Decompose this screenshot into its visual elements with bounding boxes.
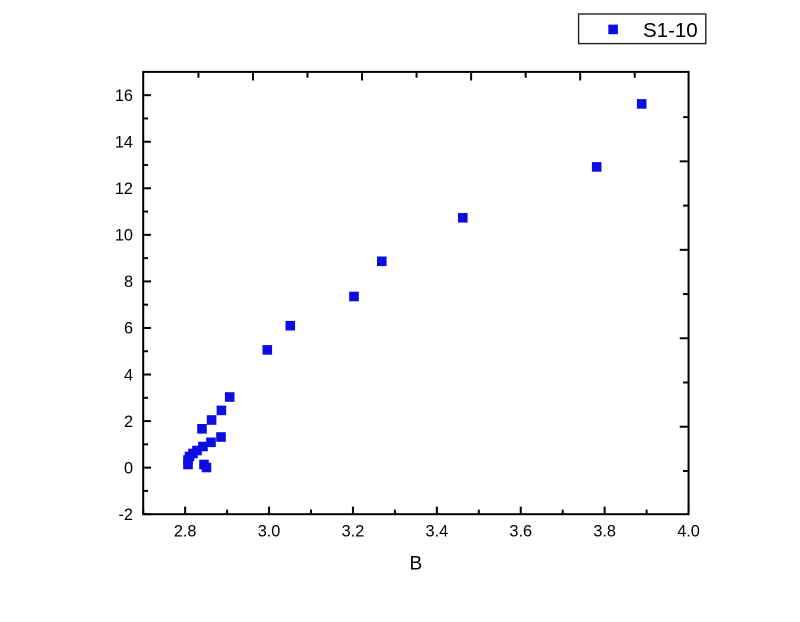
svg-text:12: 12 xyxy=(115,180,133,198)
svg-text:16: 16 xyxy=(115,87,133,105)
svg-text:3.8: 3.8 xyxy=(593,523,616,541)
svg-text:3.0: 3.0 xyxy=(258,523,281,541)
svg-text:3.2: 3.2 xyxy=(342,523,365,541)
svg-text:4.0: 4.0 xyxy=(677,523,700,541)
svg-text:2: 2 xyxy=(124,413,133,431)
svg-text:2.8: 2.8 xyxy=(174,523,197,541)
svg-text:3.6: 3.6 xyxy=(509,523,532,541)
svg-text:6: 6 xyxy=(124,320,133,338)
svg-text:10: 10 xyxy=(115,227,133,245)
svg-text:0: 0 xyxy=(124,459,133,477)
svg-text:-2: -2 xyxy=(119,506,133,524)
svg-text:3.4: 3.4 xyxy=(426,523,449,541)
svg-text:4: 4 xyxy=(124,366,133,384)
svg-text:14: 14 xyxy=(115,133,133,151)
svg-text:S1-10: S1-10 xyxy=(643,19,698,42)
svg-text:8: 8 xyxy=(124,273,133,291)
svg-text:B: B xyxy=(410,554,423,575)
